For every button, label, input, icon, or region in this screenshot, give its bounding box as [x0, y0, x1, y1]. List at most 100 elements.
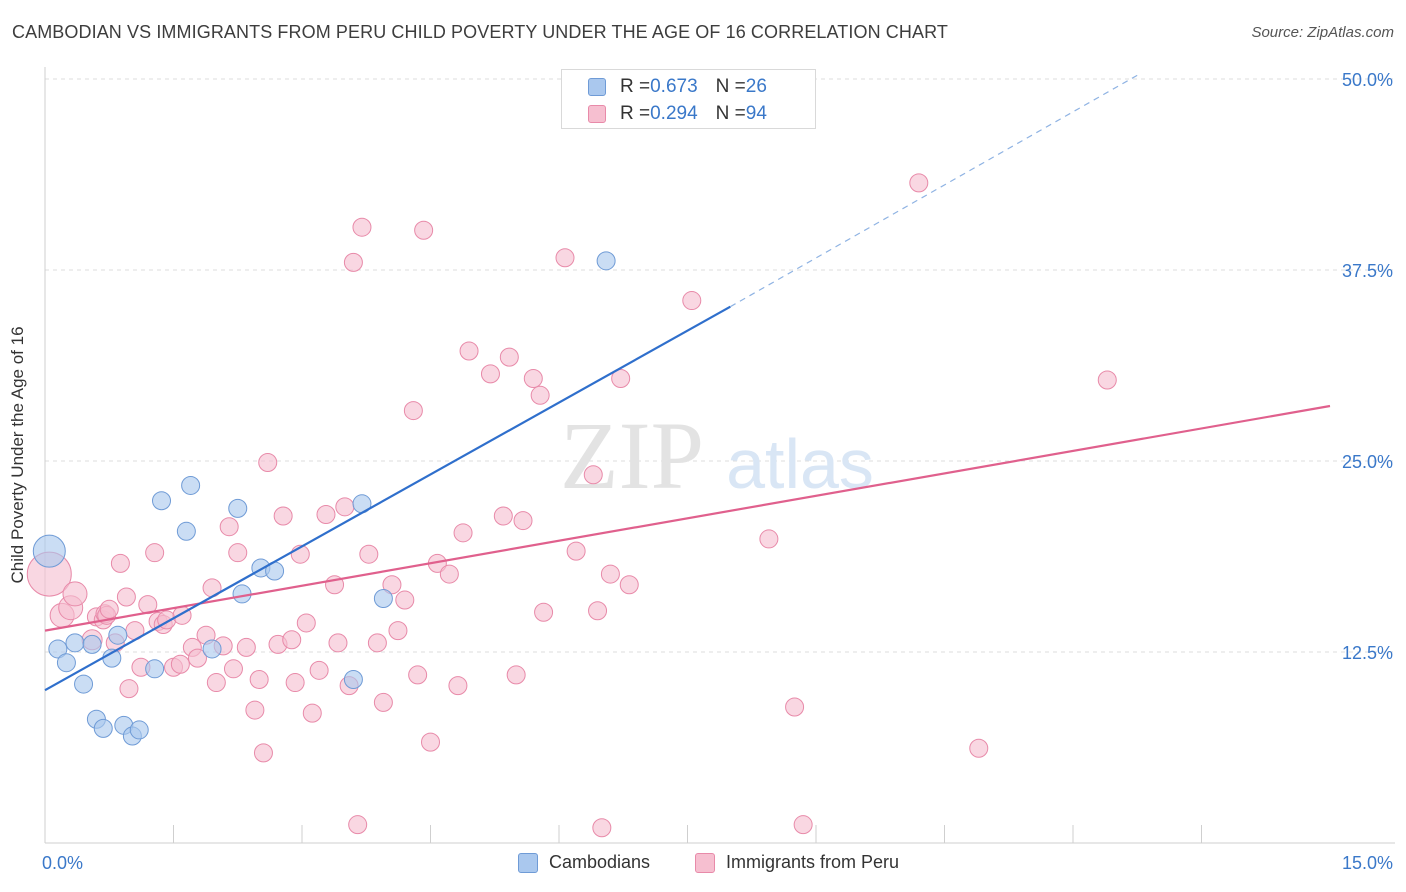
- peru-point: [592, 818, 612, 838]
- peru-point: [759, 529, 779, 549]
- cambodian-trend-line: [44, 305, 731, 692]
- peru-point: [285, 673, 305, 693]
- watermark-atlas: atlas: [726, 425, 874, 503]
- peru-point: [352, 217, 372, 237]
- peru-point: [328, 633, 348, 653]
- legend-r-label: R =: [620, 76, 651, 97]
- peru-point: [493, 506, 513, 526]
- legend-swatch-cambodians: [588, 78, 606, 96]
- legend-label-cambodians: Cambodians: [549, 852, 651, 872]
- axes: [44, 67, 1395, 844]
- cambodian-point: [232, 584, 252, 604]
- peru-point: [228, 543, 248, 563]
- cambodian-point: [93, 718, 113, 738]
- peru-point: [170, 654, 190, 674]
- peru-point: [273, 506, 293, 526]
- legend-item-peru[interactable]: Immigrants from Peru: [695, 852, 899, 873]
- legend-r-value: 0.294: [650, 103, 698, 124]
- peru-point: [1097, 370, 1117, 390]
- legend-swatch-cambodians: [518, 852, 538, 873]
- data-points: [26, 173, 1117, 838]
- peru-point: [600, 564, 620, 584]
- peru-point: [343, 252, 363, 272]
- chart-title: CAMBODIAN VS IMMIGRANTS FROM PERU CHILD …: [12, 22, 948, 42]
- cambodian-point: [152, 491, 172, 511]
- peru-point: [367, 633, 387, 653]
- peru-point: [583, 465, 603, 485]
- peru-point: [253, 743, 273, 763]
- peru-point: [588, 601, 608, 621]
- peru-point: [421, 732, 440, 752]
- peru-point: [245, 700, 265, 720]
- cambodian-point: [373, 589, 393, 609]
- peru-point: [206, 673, 226, 693]
- tick-labels: 12.5% 25.0% 37.5% 50.0% 0.0% 15.0%: [42, 70, 1393, 873]
- legend-row-cambodians: R = 0.673 N = 26: [588, 75, 767, 99]
- y-tick-label: 25.0%: [1342, 452, 1393, 472]
- peru-point: [309, 660, 329, 680]
- peru-point: [403, 401, 423, 421]
- legend-n-label: N =: [715, 76, 746, 97]
- peru-point: [223, 659, 243, 679]
- peru-point: [187, 648, 207, 668]
- peru-point: [499, 347, 519, 367]
- peru-point: [99, 599, 119, 619]
- peru-point: [282, 630, 302, 650]
- peru-point: [969, 738, 989, 758]
- legend-row-peru: R = 0.294 N = 94: [588, 102, 767, 126]
- peru-point: [236, 637, 256, 657]
- peru-point: [785, 697, 805, 717]
- peru-point: [119, 679, 139, 699]
- peru-point: [530, 385, 550, 405]
- peru-point: [523, 368, 543, 388]
- y-axis-label: Child Poverty Under the Age of 16: [8, 326, 27, 584]
- peru-point: [388, 621, 408, 641]
- cambodian-point: [181, 475, 201, 495]
- cambodian-point: [108, 625, 128, 645]
- peru-point: [348, 815, 368, 835]
- legend-n-label: N =: [715, 103, 746, 124]
- peru-point: [793, 815, 813, 835]
- legend-r-value: 0.673: [650, 76, 698, 97]
- cambodian-point: [74, 674, 94, 694]
- x-tick-label: 15.0%: [1342, 853, 1393, 873]
- cambodian-point: [202, 639, 222, 659]
- cambodian-point: [343, 670, 363, 690]
- y-tick-label: 50.0%: [1342, 70, 1393, 90]
- peru-point: [258, 453, 278, 473]
- peru-point: [480, 364, 500, 384]
- peru-point: [566, 541, 586, 561]
- peru-point: [439, 564, 459, 584]
- cambodian-point: [82, 634, 102, 654]
- cambodian-point: [65, 633, 85, 653]
- peru-point: [382, 575, 402, 595]
- cambodian-point: [56, 653, 76, 673]
- peru-point: [302, 703, 322, 723]
- trend-lines: [44, 72, 1331, 692]
- peru-point: [359, 544, 379, 564]
- peru-point: [513, 511, 533, 531]
- cambodian-point: [228, 498, 248, 518]
- x-tick-label: 0.0%: [42, 853, 83, 873]
- peru-trend-line: [44, 404, 1331, 632]
- peru-point: [249, 670, 269, 690]
- peru-point: [316, 504, 336, 524]
- peru-point: [611, 368, 631, 388]
- cambodian-point: [596, 251, 616, 271]
- peru-point: [555, 248, 575, 268]
- source-label: Source: ZipAtlas.com: [1251, 24, 1394, 41]
- peru-point: [335, 497, 355, 517]
- peru-point: [534, 602, 554, 622]
- cambodian-point: [129, 720, 149, 740]
- cambodian-point: [32, 534, 66, 568]
- legend-n-value: 26: [745, 76, 767, 97]
- correlation-legend: R = 0.673 N = 26 R = 0.294 N = 94: [561, 69, 816, 129]
- peru-point: [453, 523, 473, 543]
- peru-point: [408, 665, 428, 685]
- peru-point: [110, 553, 130, 573]
- grid-lines: [45, 78, 1395, 653]
- legend-item-cambodians[interactable]: Cambodians: [518, 852, 650, 873]
- peru-point: [682, 291, 702, 311]
- peru-point: [395, 590, 415, 610]
- cambodian-point: [48, 639, 68, 659]
